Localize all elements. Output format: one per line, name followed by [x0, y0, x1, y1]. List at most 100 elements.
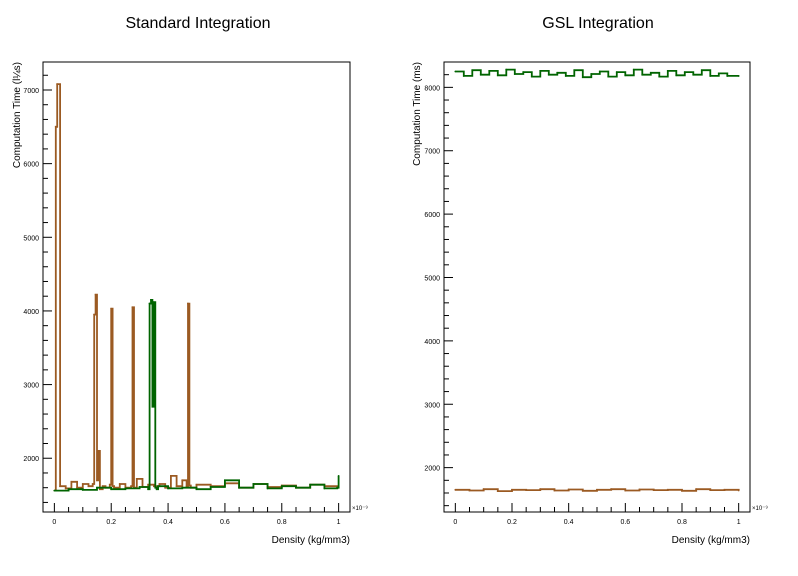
data-point [118, 483, 121, 485]
data-point [496, 74, 499, 77]
data-point [91, 483, 94, 485]
data-point [54, 125, 57, 128]
y-tick-label: 6000 [23, 162, 39, 169]
data-point [700, 69, 703, 72]
x-axis-label: Density (kg/mm3) [272, 535, 350, 546]
data-point [96, 479, 98, 482]
x-exponent-label: ×10⁻⁹ [752, 505, 768, 512]
data-point [666, 69, 669, 72]
data-point [185, 485, 188, 488]
chart-panel-1: Standard Integration 0 0.2 0.4 0.6 0.8 1 ×10⁻⁹ 2… [11, 15, 368, 546]
chart-title: GSL Integration [542, 15, 653, 32]
data-point [155, 488, 158, 491]
x-tick-label: 0.4 [163, 519, 173, 526]
data-point [195, 488, 198, 491]
data-point [649, 71, 652, 74]
data-point [737, 489, 740, 492]
x-tick-label: 0.6 [620, 519, 630, 526]
data-point [553, 489, 556, 492]
series-line-2 [455, 68, 739, 79]
data-point [110, 307, 113, 310]
data-point [692, 73, 695, 76]
data-point [337, 475, 340, 477]
data-point [323, 487, 326, 490]
data-point [596, 488, 598, 491]
y-tick-label: 8000 [424, 85, 440, 92]
data-point [56, 83, 59, 85]
data-point [598, 70, 601, 73]
data-point [108, 483, 111, 486]
data-point [479, 73, 482, 76]
data-point [683, 71, 686, 74]
data-point [462, 75, 465, 77]
data-point [187, 302, 189, 305]
data-point [666, 488, 669, 491]
data-point [96, 486, 98, 489]
data-point [539, 69, 542, 72]
data-point [151, 405, 154, 408]
data-point [124, 487, 127, 490]
data-point [181, 486, 184, 489]
data-point [675, 74, 678, 77]
x-tick-label: 0.2 [507, 519, 517, 526]
data-point [539, 488, 542, 491]
data-point [641, 73, 644, 76]
series-line-1 [54, 83, 340, 492]
x-axis-label: Density (kg/mm3) [672, 535, 750, 546]
data-point [147, 488, 150, 491]
x-tick-label: 0.8 [677, 519, 687, 526]
y-tick-label: 3000 [424, 402, 440, 409]
data-point [488, 69, 491, 72]
data-point [717, 72, 720, 75]
data-point [505, 68, 508, 71]
data-point [547, 73, 550, 76]
data-point [209, 486, 212, 488]
data-point [681, 489, 683, 492]
data-point [615, 71, 618, 74]
data-point [564, 75, 567, 77]
y-tick-label: 5000 [424, 275, 440, 282]
data-point [94, 293, 97, 296]
data-point [154, 486, 157, 489]
data-point [709, 489, 712, 492]
data-point [152, 301, 155, 303]
y-tick-label: 4000 [23, 309, 39, 316]
data-point [224, 479, 226, 482]
data-point [67, 488, 70, 491]
plot-frame [42, 61, 351, 513]
x-exponent-label: ×10⁻⁹ [352, 505, 368, 512]
data-point [97, 449, 100, 452]
data-point [81, 489, 84, 491]
data-point [726, 75, 729, 77]
data-point [175, 485, 178, 488]
data-point [131, 306, 134, 309]
x-tick-label: 0.6 [220, 519, 230, 526]
data-point [522, 71, 525, 74]
data-point [76, 486, 79, 489]
y-axis-label: Computation Time (l¼s) [11, 62, 23, 168]
data-point [111, 485, 114, 488]
data-point [158, 483, 161, 485]
data-point [138, 486, 141, 488]
data-point [81, 483, 84, 485]
x-tick-label: 0.2 [106, 519, 116, 526]
data-point [454, 70, 457, 73]
data-point [590, 73, 593, 75]
data-point [482, 488, 485, 491]
y-tick-label: 2000 [23, 456, 39, 463]
data-point [581, 489, 584, 492]
x-tick-label: 0 [453, 519, 457, 526]
data-point [238, 486, 241, 489]
x-tick-label: 0.8 [277, 519, 287, 526]
x-tick-label: 1 [737, 519, 741, 526]
data-point [624, 74, 627, 77]
y-tick-label: 7000 [424, 149, 440, 156]
data-point [148, 302, 151, 305]
data-point [295, 486, 297, 489]
data-point [150, 298, 152, 301]
data-point [638, 488, 641, 491]
data-point [496, 490, 499, 492]
data-point [471, 69, 474, 72]
data-point [101, 485, 104, 488]
